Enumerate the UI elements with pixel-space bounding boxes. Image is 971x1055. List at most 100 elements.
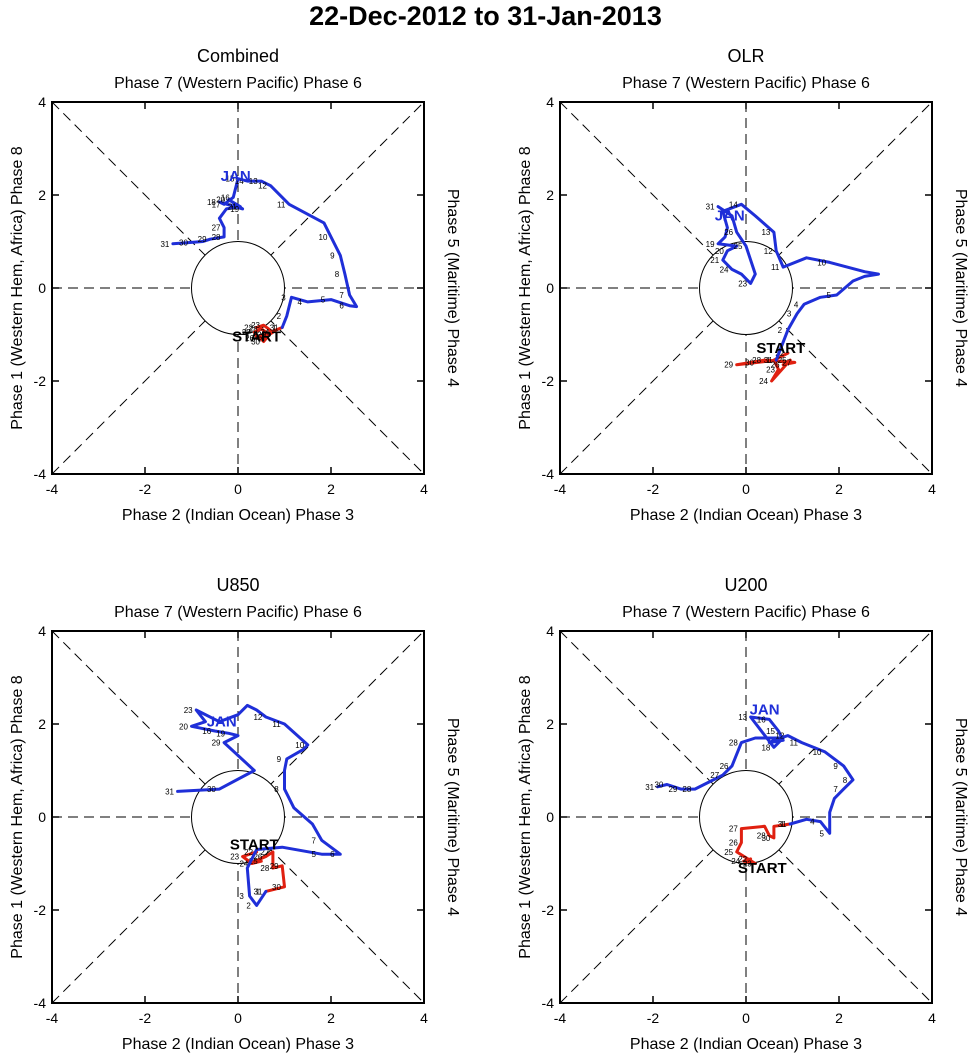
point-label: 7 bbox=[311, 836, 316, 845]
point-label: 31 bbox=[165, 787, 174, 796]
point-label: 24 bbox=[759, 377, 768, 386]
x-tick-label: 0 bbox=[234, 481, 242, 497]
point-label: 1 bbox=[766, 356, 771, 365]
point-label: 3 bbox=[281, 293, 286, 302]
point-label: 22 bbox=[244, 324, 253, 333]
series-line-january bbox=[176, 703, 342, 907]
x-tick-label: -2 bbox=[139, 481, 152, 497]
point-label: 19 bbox=[230, 205, 239, 214]
point-label: 30 bbox=[179, 238, 188, 247]
point-label: 31 bbox=[253, 887, 262, 896]
x-tick-label: 0 bbox=[742, 481, 750, 497]
y-tick-label: 0 bbox=[38, 280, 46, 296]
point-label: 2 bbox=[246, 901, 251, 910]
series-line-december bbox=[735, 351, 797, 383]
point-label: 2 bbox=[778, 326, 783, 335]
point-label: 23 bbox=[743, 860, 752, 869]
series-line-january bbox=[656, 715, 855, 835]
y-tick-label: 0 bbox=[546, 280, 554, 296]
point-label: 6 bbox=[330, 850, 335, 859]
point-label: 25 bbox=[253, 333, 262, 342]
point-label: 5 bbox=[819, 829, 824, 838]
right-axis-label: Phase 5 (Maritime) Phase 4 bbox=[952, 189, 969, 387]
month-label-jan: JAN bbox=[221, 168, 251, 185]
left-axis-label: Phase 1 (Western Hem, Africa) Phase 8 bbox=[9, 146, 26, 429]
x-tick-label: 0 bbox=[742, 1010, 750, 1026]
point-label: 26 bbox=[729, 839, 738, 848]
point-label: 29 bbox=[270, 862, 279, 871]
point-label: 1 bbox=[272, 324, 277, 333]
point-label: 26 bbox=[245, 334, 254, 343]
point-label: 29 bbox=[668, 785, 677, 794]
point-label: 31 bbox=[778, 820, 787, 829]
point-label: 13 bbox=[761, 228, 770, 237]
point-label: 7 bbox=[339, 291, 344, 300]
point-label: 3 bbox=[787, 310, 792, 319]
series-line-january bbox=[171, 177, 359, 329]
point-label: 24 bbox=[731, 857, 740, 866]
x-tick-label: 4 bbox=[928, 1010, 936, 1026]
point-label: 25 bbox=[734, 242, 743, 251]
point-label: 4 bbox=[794, 300, 799, 309]
point-label: 12 bbox=[775, 732, 784, 741]
y-tick-label: 4 bbox=[38, 94, 46, 110]
point-label: 30 bbox=[654, 780, 663, 789]
point-label: 22 bbox=[738, 855, 747, 864]
y-tick-label: 4 bbox=[546, 94, 554, 110]
left-axis-label: Phase 1 (Western Hem, Africa) Phase 8 bbox=[9, 675, 26, 958]
point-label: 28 bbox=[729, 739, 738, 748]
point-label: 11 bbox=[277, 200, 286, 209]
point-label: 23 bbox=[766, 365, 775, 374]
top-axis-label: Phase 7 (Western Pacific) Phase 6 bbox=[114, 75, 362, 92]
point-label: 26 bbox=[720, 762, 729, 771]
start-label: START bbox=[738, 860, 787, 877]
x-tick-label: -4 bbox=[46, 1010, 59, 1026]
point-label: 27 bbox=[242, 328, 251, 337]
point-label: 21 bbox=[228, 203, 237, 212]
x-tick-label: -2 bbox=[647, 481, 660, 497]
unit-circle bbox=[191, 770, 285, 864]
point-label: 29 bbox=[724, 361, 733, 370]
start-label: START bbox=[756, 340, 805, 357]
point-label: 28 bbox=[260, 864, 269, 873]
point-label: 28 bbox=[249, 325, 258, 334]
unit-circle bbox=[699, 770, 793, 864]
x-tick-label: 0 bbox=[234, 1010, 242, 1026]
point-label: 29 bbox=[198, 235, 207, 244]
point-label: 11 bbox=[272, 720, 281, 729]
point-label: 20 bbox=[216, 196, 225, 205]
y-tick-label: -2 bbox=[34, 902, 47, 918]
point-label: 20 bbox=[179, 722, 188, 731]
point-label: 18 bbox=[761, 743, 770, 752]
point-label: 30 bbox=[272, 883, 281, 892]
point-label: 23 bbox=[230, 853, 239, 862]
point-label: 25 bbox=[778, 356, 787, 365]
series-line-december bbox=[735, 822, 792, 865]
point-label: 3 bbox=[239, 892, 244, 901]
panel-olr: OLR Phase 7 (Western Pacific) Phase 6 Phas… bbox=[517, 46, 969, 524]
point-label: 31 bbox=[645, 783, 654, 792]
point-label: 9 bbox=[277, 755, 282, 764]
point-label: 7 bbox=[833, 785, 838, 794]
y-tick-label: -4 bbox=[34, 466, 47, 482]
x-tick-label: 2 bbox=[327, 481, 335, 497]
x-tick-label: -2 bbox=[647, 1010, 660, 1026]
month-label-jan: JAN bbox=[715, 208, 745, 225]
x-tick-label: 4 bbox=[420, 1010, 428, 1026]
y-tick-label: -2 bbox=[542, 373, 555, 389]
panel-title: OLR bbox=[727, 46, 764, 66]
point-label: 6 bbox=[339, 302, 344, 311]
right-axis-label: Phase 5 (Maritime) Phase 4 bbox=[952, 718, 969, 916]
point-label: 25 bbox=[249, 857, 258, 866]
point-label: 27 bbox=[212, 224, 221, 233]
point-label: 30 bbox=[745, 358, 754, 367]
point-label: 23 bbox=[738, 279, 747, 288]
point-label: 12 bbox=[258, 182, 267, 191]
unit-circle bbox=[699, 241, 793, 335]
point-label: 31 bbox=[764, 356, 773, 365]
point-label: 27 bbox=[260, 848, 269, 857]
point-label: 8 bbox=[274, 785, 279, 794]
point-label: 17 bbox=[212, 200, 221, 209]
point-label: 26 bbox=[771, 361, 780, 370]
